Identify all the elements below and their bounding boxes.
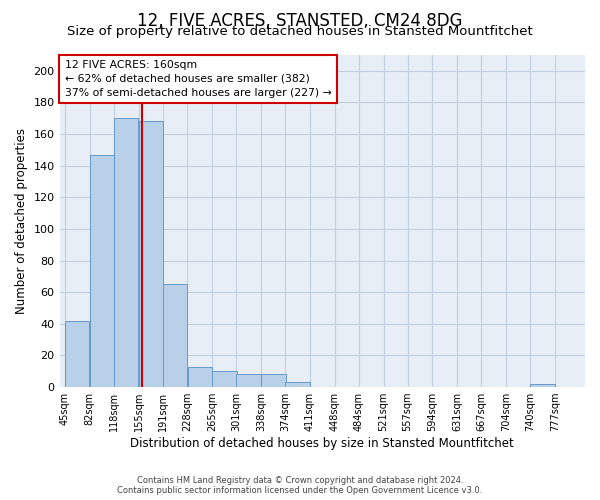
Bar — [114, 118, 139, 387]
Bar — [236, 374, 261, 387]
X-axis label: Distribution of detached houses by size in Stansted Mountfitchet: Distribution of detached houses by size … — [130, 437, 514, 450]
Bar — [261, 374, 286, 387]
Text: 12, FIVE ACRES, STANSTED, CM24 8DG: 12, FIVE ACRES, STANSTED, CM24 8DG — [137, 12, 463, 30]
Bar — [285, 382, 310, 387]
Bar — [163, 284, 187, 387]
Text: 12 FIVE ACRES: 160sqm
← 62% of detached houses are smaller (382)
37% of semi-det: 12 FIVE ACRES: 160sqm ← 62% of detached … — [65, 60, 332, 98]
Bar — [188, 366, 212, 387]
Text: Contains HM Land Registry data © Crown copyright and database right 2024.
Contai: Contains HM Land Registry data © Crown c… — [118, 476, 482, 495]
Y-axis label: Number of detached properties: Number of detached properties — [15, 128, 28, 314]
Bar — [90, 154, 114, 387]
Bar — [65, 320, 89, 387]
Bar — [139, 122, 163, 387]
Text: Size of property relative to detached houses in Stansted Mountfitchet: Size of property relative to detached ho… — [67, 25, 533, 38]
Bar — [212, 372, 237, 387]
Bar — [530, 384, 555, 387]
